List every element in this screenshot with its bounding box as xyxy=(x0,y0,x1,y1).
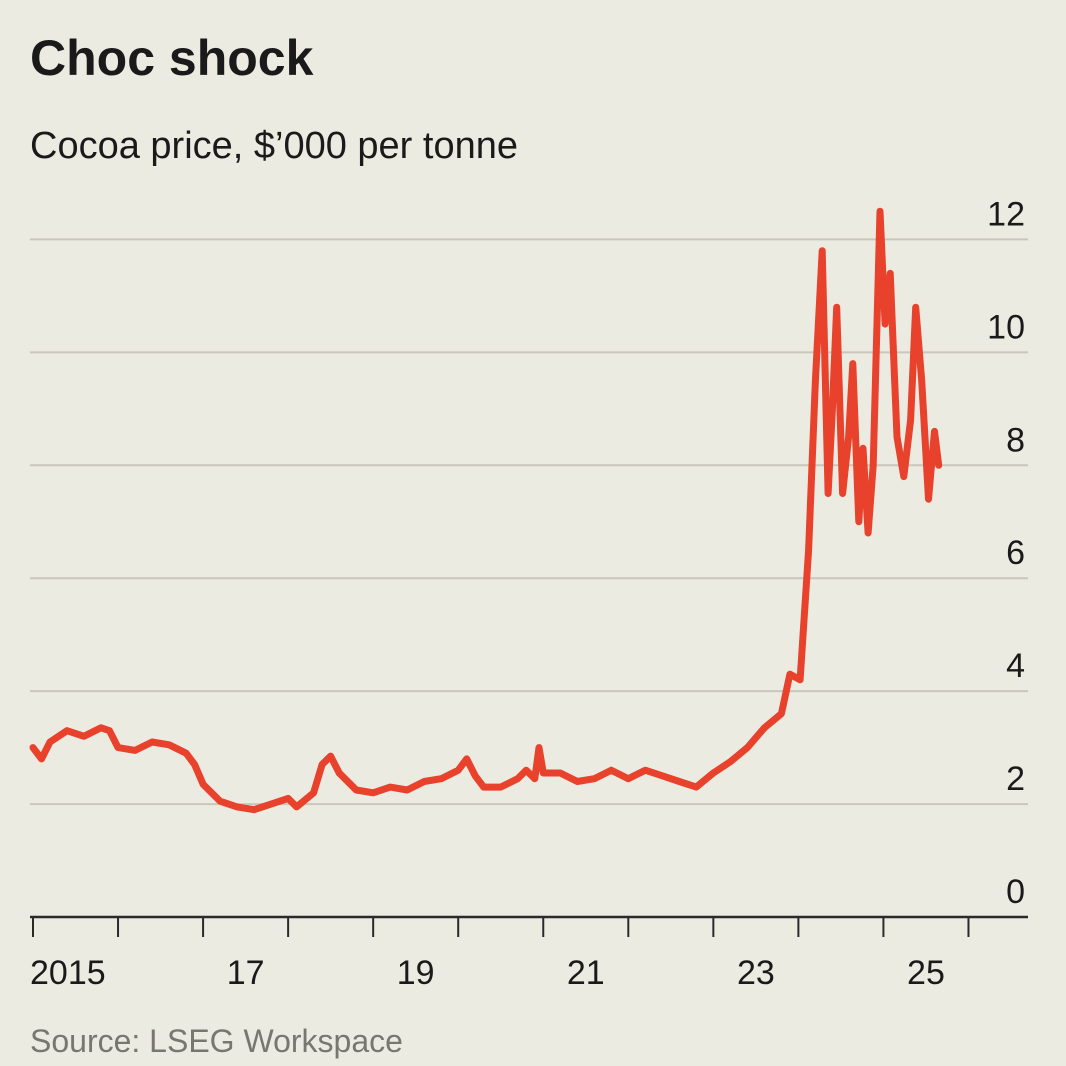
y-tick-label: 6 xyxy=(1006,534,1025,572)
y-tick-label: 4 xyxy=(1006,647,1025,685)
source: Source: LSEG Workspace xyxy=(30,1023,403,1059)
x-tick-label: 19 xyxy=(397,954,435,992)
y-tick-label: 10 xyxy=(987,308,1025,346)
x-tick-label: 21 xyxy=(567,954,605,992)
x-tick-label: 17 xyxy=(227,954,265,992)
y-tick-label: 0 xyxy=(1006,873,1025,911)
y-tick-label: 2 xyxy=(1006,760,1025,798)
chart-subtitle: Cocoa price, $’000 per tonne xyxy=(30,125,518,167)
y-tick-label: 12 xyxy=(987,195,1025,233)
price-line xyxy=(29,207,943,814)
y-tick-label: 8 xyxy=(1006,421,1025,459)
x-tick-label: 23 xyxy=(737,954,775,992)
chart-title: Choc shock xyxy=(30,30,314,86)
x-tick-label: 2015 xyxy=(30,954,106,992)
x-tick-label: 25 xyxy=(907,954,945,992)
